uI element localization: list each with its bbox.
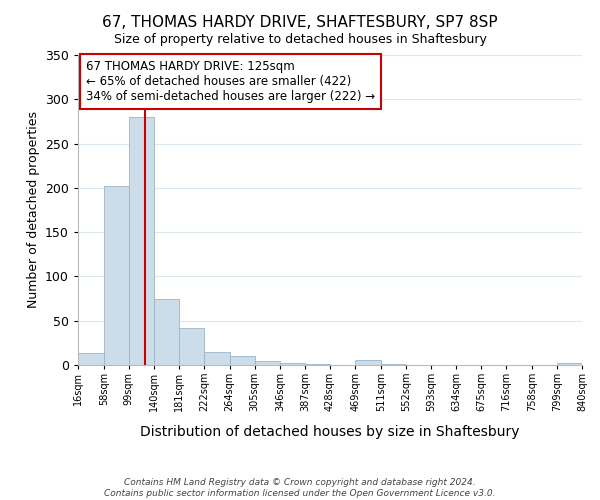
Bar: [305, 364, 330, 365]
Bar: [78, 354, 104, 365]
Y-axis label: Number of detached properties: Number of detached properties: [26, 112, 40, 308]
Text: Contains HM Land Registry data © Crown copyright and database right 2024.
Contai: Contains HM Land Registry data © Crown c…: [104, 478, 496, 498]
Text: 67 THOMAS HARDY DRIVE: 125sqm
← 65% of detached houses are smaller (422)
34% of : 67 THOMAS HARDY DRIVE: 125sqm ← 65% of d…: [86, 60, 374, 102]
Bar: [230, 356, 255, 365]
Bar: [255, 360, 280, 365]
Bar: [381, 364, 406, 365]
Text: 67, THOMAS HARDY DRIVE, SHAFTESBURY, SP7 8SP: 67, THOMAS HARDY DRIVE, SHAFTESBURY, SP7…: [102, 15, 498, 30]
Bar: [280, 363, 305, 365]
Text: Size of property relative to detached houses in Shaftesbury: Size of property relative to detached ho…: [113, 32, 487, 46]
Bar: [204, 352, 230, 365]
Bar: [355, 360, 381, 365]
X-axis label: Distribution of detached houses by size in Shaftesbury: Distribution of detached houses by size …: [140, 426, 520, 440]
Bar: [129, 117, 154, 365]
Bar: [557, 363, 582, 365]
Bar: [154, 298, 179, 365]
Bar: [179, 328, 204, 365]
Bar: [104, 186, 129, 365]
